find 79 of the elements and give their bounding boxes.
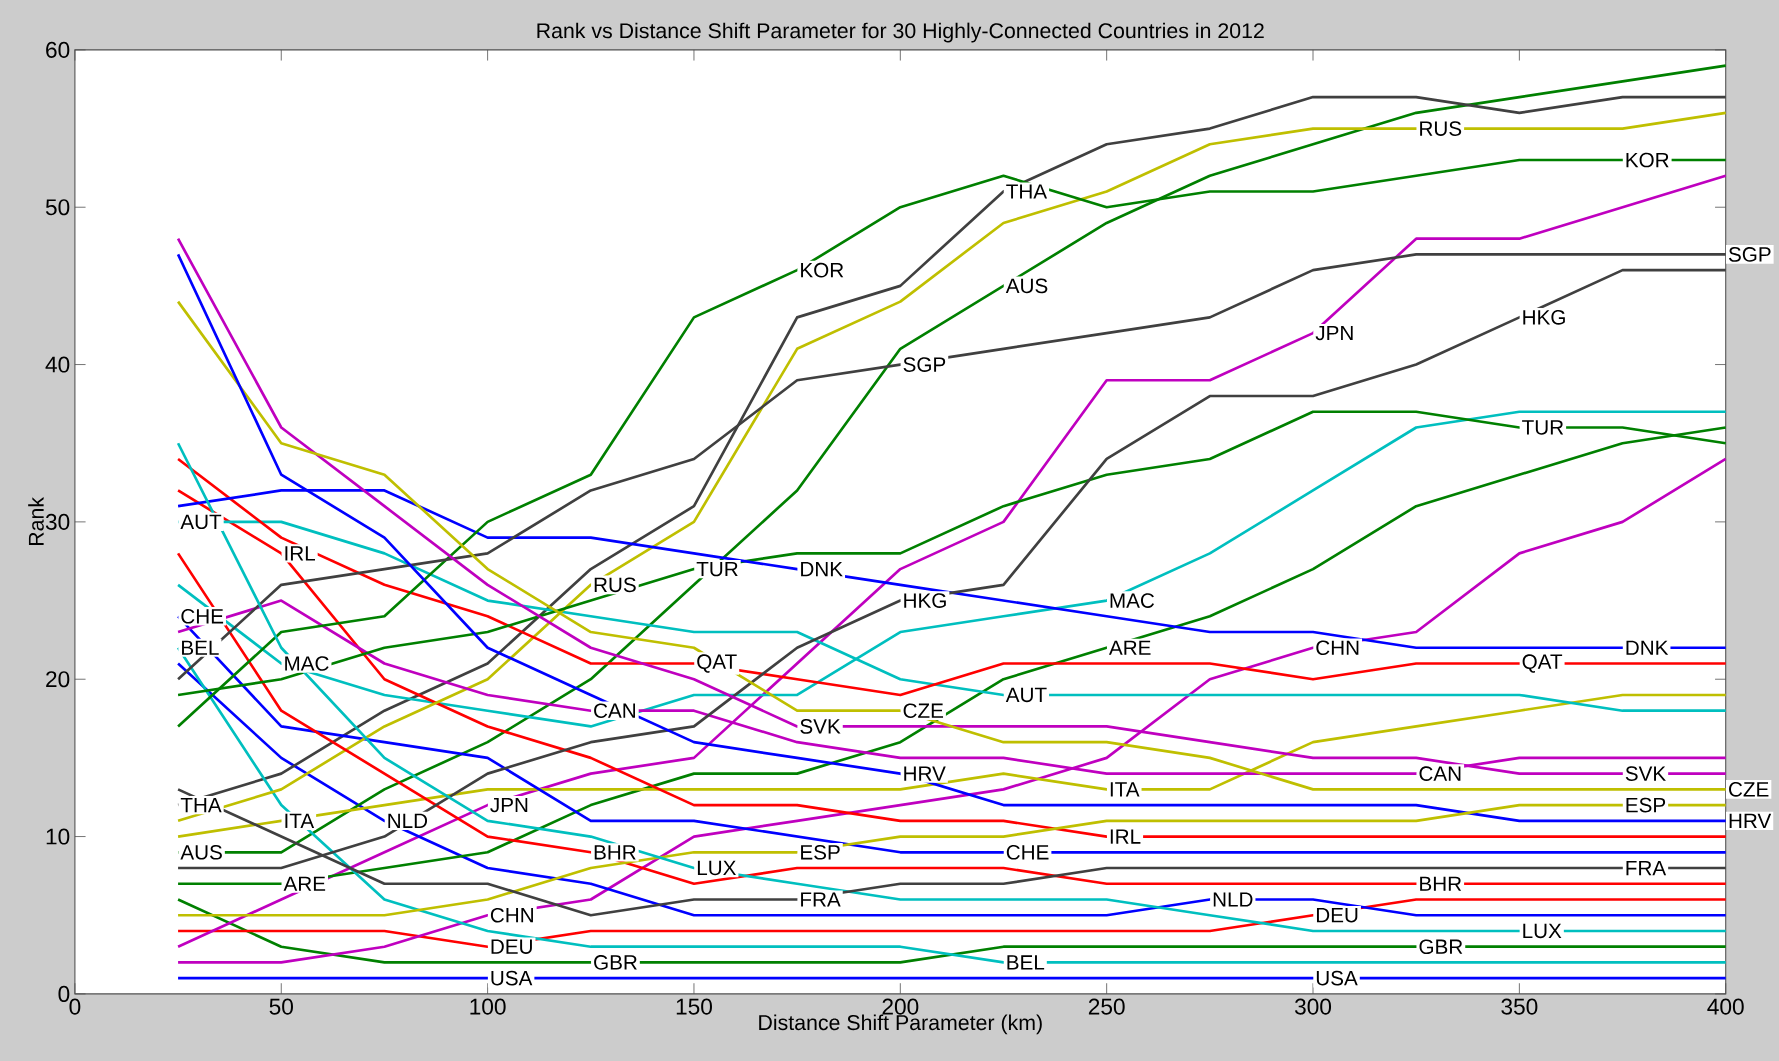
series-label: DNK	[1626, 640, 1669, 655]
series-label: IRL	[1110, 829, 1141, 844]
text: HKG	[1523, 310, 1565, 325]
y-tick-label: 0	[58, 985, 70, 1002]
x-axis-title: Distance Shift Parameter (km)	[759, 1014, 1042, 1035]
series-label: CHE	[1006, 844, 1049, 860]
text: KOR	[801, 262, 844, 278]
series-label: SVK	[1625, 766, 1666, 781]
text: ITA	[285, 813, 315, 828]
series-label: CHN	[490, 907, 533, 923]
text: JPN	[1315, 325, 1353, 341]
x-tick-label: 50	[269, 998, 293, 1015]
y-axis-title: Rank	[28, 496, 44, 546]
y-tick-label: 50	[45, 199, 70, 216]
text: CHE	[181, 608, 224, 624]
y-tick-label: 20	[46, 671, 70, 688]
text: ARE	[1108, 640, 1151, 655]
series-label: USA	[491, 970, 533, 986]
series-label: BHR	[1420, 876, 1462, 891]
text: SGP	[1728, 247, 1771, 262]
x-tick-label: 250	[1088, 998, 1125, 1015]
x-tick-label: 350	[1501, 998, 1538, 1015]
x-tick-label: 150	[676, 998, 712, 1015]
text: CHN	[1316, 640, 1359, 656]
chart-title: Rank vs Distance Shift Parameter for 30 Highly-Connected Countries in 2012	[537, 22, 1264, 43]
text: DEU	[491, 939, 532, 954]
series-label: ITA	[1110, 782, 1140, 797]
y-tick-label: 60	[46, 41, 70, 58]
x-tick-label: 200	[882, 998, 919, 1015]
x-tick-label: 300	[1294, 998, 1332, 1015]
series-label: KOR	[1626, 152, 1669, 168]
text: MAC	[1110, 593, 1155, 608]
text: CZE	[1729, 782, 1769, 797]
series-label: LUX	[1523, 923, 1562, 939]
text: RUS	[594, 577, 636, 593]
text: QAT	[697, 654, 737, 673]
text: BHR	[594, 845, 636, 860]
series-label: NLD	[1213, 892, 1253, 907]
series-label: HKG	[904, 593, 946, 608]
series-label: BEL	[1007, 955, 1045, 970]
series-label: QAT	[1522, 654, 1563, 673]
text: LUX	[697, 860, 736, 876]
text: AUT	[180, 514, 222, 530]
series-label: HRV	[904, 766, 946, 781]
text: HRV	[1729, 813, 1772, 828]
series-label: MAC	[285, 656, 329, 671]
text: NLD	[388, 813, 428, 828]
text: IRL	[285, 546, 315, 561]
text: THA	[1006, 184, 1048, 199]
x-tick-label: 100	[470, 998, 506, 1015]
series-label: ARE	[283, 876, 326, 891]
x-tick-label: 400	[1707, 998, 1744, 1015]
text: ESP	[801, 844, 840, 860]
text: AUS	[1005, 278, 1048, 294]
y-tick-label: 40	[45, 356, 70, 373]
x-tick-label: 0	[69, 998, 81, 1015]
series-label: AUT	[1005, 687, 1047, 703]
series-label: GBR	[594, 955, 637, 970]
text: GBR	[1419, 939, 1463, 955]
text: USA	[1316, 970, 1358, 986]
series-label: AUS	[180, 844, 222, 860]
series-label: TUR	[1522, 420, 1564, 435]
y-tick-label: 30	[45, 513, 70, 530]
series-label: CAN	[594, 703, 635, 719]
series-label: THA	[180, 797, 222, 813]
text: DNK	[801, 561, 843, 577]
series-label: FRA	[1626, 860, 1667, 876]
text: CAN	[1419, 766, 1461, 781]
series-label: RUS	[1420, 121, 1462, 136]
series-label: ESP	[1626, 797, 1666, 813]
y-tick-label: 10	[46, 828, 70, 845]
series-label: SGP	[903, 357, 946, 372]
text: TUR	[696, 561, 738, 577]
series-label: DEU	[1316, 908, 1358, 923]
text: BEL	[182, 640, 219, 655]
text: SVK	[800, 719, 841, 734]
series-label: JPN	[490, 797, 528, 813]
series-label: CZE	[903, 703, 944, 719]
text: FRA	[801, 892, 841, 907]
